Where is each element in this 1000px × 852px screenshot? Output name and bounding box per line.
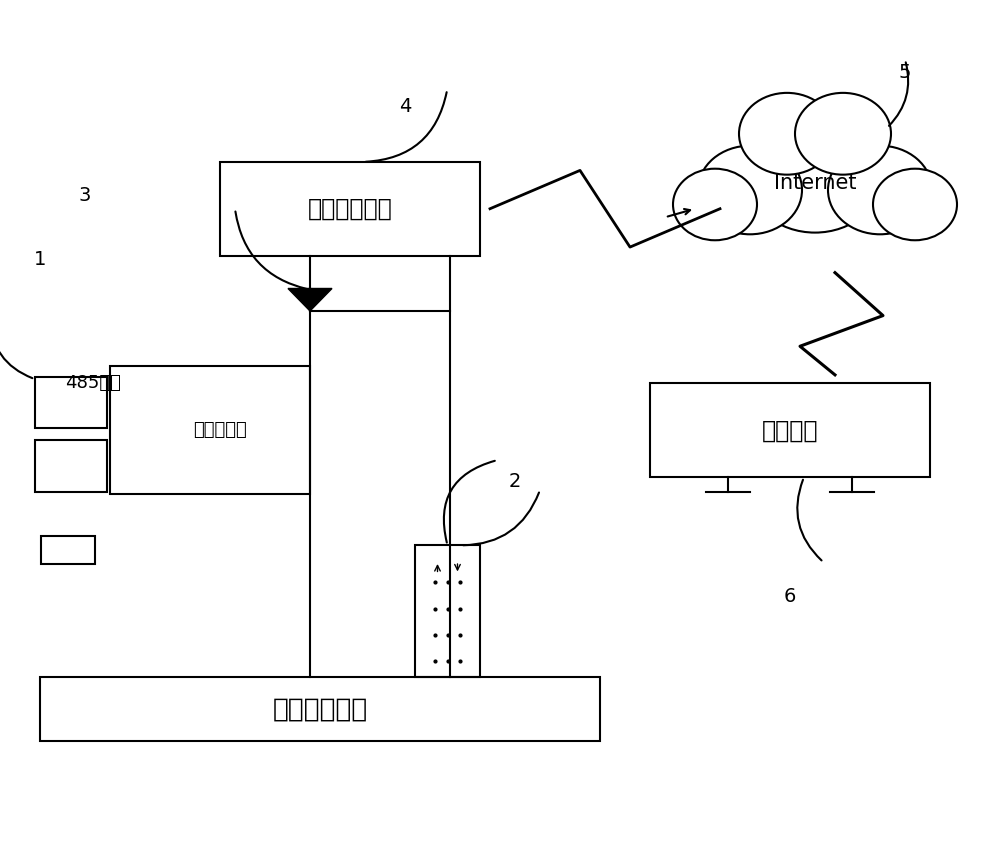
Circle shape xyxy=(747,117,883,233)
Bar xyxy=(35,377,107,428)
Circle shape xyxy=(828,146,932,234)
Circle shape xyxy=(698,146,802,234)
Bar xyxy=(415,545,480,677)
Polygon shape xyxy=(288,289,332,311)
FancyArrowPatch shape xyxy=(444,461,495,543)
Text: 数据采集终端: 数据采集终端 xyxy=(308,197,392,221)
Text: 热电联产机组: 热电联产机组 xyxy=(272,696,368,722)
Text: 1: 1 xyxy=(34,250,46,269)
Bar xyxy=(35,440,107,492)
Circle shape xyxy=(739,93,835,175)
Text: 5: 5 xyxy=(899,63,911,82)
Text: 4: 4 xyxy=(399,97,411,116)
Text: 监测主站: 监测主站 xyxy=(762,418,818,442)
Circle shape xyxy=(873,169,957,240)
Bar xyxy=(41,536,95,564)
Circle shape xyxy=(795,93,891,175)
Text: 485总线: 485总线 xyxy=(65,374,121,393)
Text: 采集传感器: 采集传感器 xyxy=(193,421,247,440)
Bar xyxy=(650,383,930,477)
Bar xyxy=(110,366,310,494)
Text: Internet: Internet xyxy=(774,173,856,193)
Text: 6: 6 xyxy=(784,587,796,606)
Text: 3: 3 xyxy=(79,187,91,205)
Text: 2: 2 xyxy=(509,472,521,491)
Bar xyxy=(220,162,480,256)
Circle shape xyxy=(673,169,757,240)
Bar xyxy=(40,677,600,741)
